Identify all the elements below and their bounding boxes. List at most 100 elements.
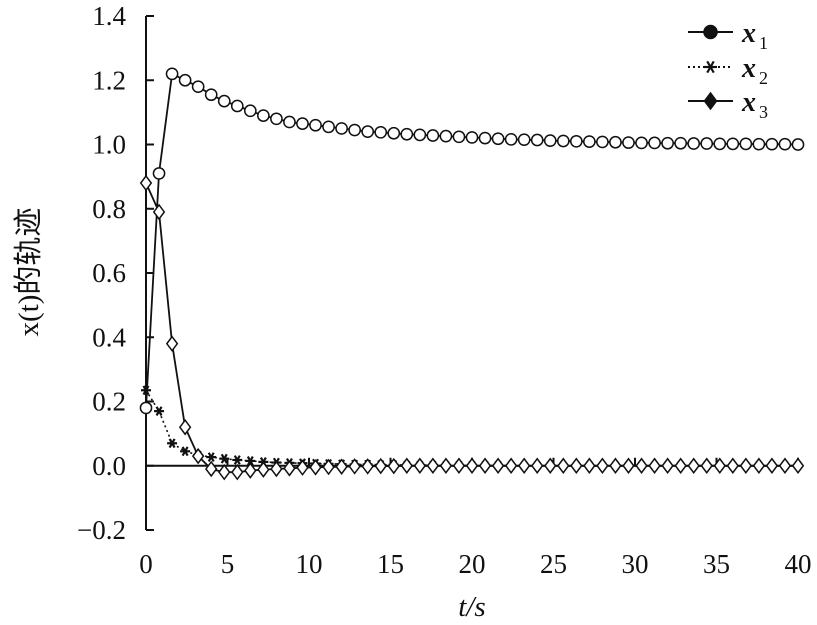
y-tick-label: −0.2 — [77, 515, 126, 545]
diamond-marker — [439, 457, 453, 474]
star-stroke — [181, 446, 189, 457]
circle-marker — [543, 134, 557, 147]
star-marker — [232, 455, 243, 465]
star-stroke — [207, 452, 215, 462]
diamond-marker — [400, 457, 413, 474]
diamond-marker — [713, 457, 726, 474]
diamond-marker — [452, 457, 466, 474]
circle-marker — [635, 136, 648, 150]
circle-marker — [139, 401, 153, 415]
circle-marker — [609, 135, 622, 149]
y-tick-label: 0.4 — [92, 322, 126, 352]
diamond-marker — [544, 457, 557, 474]
circle-marker — [452, 130, 466, 144]
diamond-marker — [583, 457, 596, 474]
diamond-marker — [348, 458, 361, 475]
circle-marker — [674, 136, 687, 150]
diamond-marker — [218, 463, 231, 481]
y-tick-label: 1.4 — [92, 1, 126, 31]
diamond-marker — [726, 457, 739, 474]
series-x3 — [139, 174, 805, 481]
diamond-marker — [322, 458, 335, 476]
circle-marker — [283, 115, 296, 129]
circle-marker — [257, 109, 270, 122]
series-line-x1 — [145, 72, 799, 408]
x-tick-label: 15 — [377, 549, 404, 579]
diamond-marker — [739, 457, 753, 474]
star-marker — [154, 406, 165, 417]
series-line-x3 — [145, 182, 798, 474]
circle-marker — [348, 123, 361, 137]
circle-marker — [622, 136, 635, 149]
circle-marker — [387, 126, 401, 140]
star-marker — [180, 446, 191, 457]
diamond-marker — [191, 447, 205, 465]
circle-marker — [661, 136, 674, 150]
circle-marker — [583, 135, 596, 148]
diamond-marker — [152, 203, 166, 221]
circle-marker — [465, 131, 479, 144]
x-tick-label: 35 — [703, 549, 730, 579]
circle-marker — [322, 120, 335, 134]
circle-marker — [530, 133, 544, 147]
star-stroke — [706, 60, 715, 74]
diamond-marker — [504, 457, 518, 474]
circle-marker — [596, 135, 609, 149]
star-stroke — [168, 438, 176, 449]
circle-marker — [713, 137, 727, 151]
circle-marker — [687, 137, 701, 150]
diamond-marker — [596, 457, 609, 474]
star-stroke — [246, 456, 254, 466]
diamond-marker — [478, 457, 492, 474]
legend: x 1x 2x 3 — [688, 18, 768, 122]
circle-marker — [230, 99, 244, 113]
diamond-marker — [609, 457, 622, 474]
circle-marker — [243, 104, 257, 118]
circle-marker — [400, 127, 414, 141]
diamond-marker — [387, 457, 400, 475]
star-marker — [206, 452, 217, 462]
circle-marker — [191, 80, 205, 94]
diamond-marker — [257, 461, 270, 478]
diamond-marker — [309, 459, 322, 476]
diamond-marker — [165, 335, 179, 352]
circle-marker — [703, 24, 718, 40]
x-axis-title: t/s — [458, 591, 485, 623]
circle-marker — [556, 134, 570, 148]
circle-marker — [361, 125, 375, 138]
diamond-marker — [778, 457, 792, 474]
diamond-marker — [661, 457, 674, 474]
series-line-x2 — [145, 389, 798, 467]
circle-marker — [778, 137, 792, 151]
diamond-marker — [296, 459, 309, 476]
circle-marker — [335, 122, 348, 135]
diamond-marker — [752, 457, 766, 474]
y-tick-label: 0.6 — [92, 258, 126, 288]
diamond-marker — [648, 457, 661, 474]
circle-marker — [178, 73, 192, 87]
y-tick-label: 0.8 — [92, 194, 126, 224]
star-marker — [141, 385, 151, 396]
diamond-marker — [270, 460, 283, 478]
diamond-marker — [335, 458, 348, 475]
circle-marker — [504, 133, 518, 146]
circle-marker — [426, 129, 440, 142]
diamond-marker — [674, 457, 687, 474]
circle-marker — [374, 125, 388, 139]
circle-marker — [700, 137, 714, 150]
circle-marker — [517, 133, 531, 147]
diamond-marker — [517, 457, 531, 474]
star-stroke — [142, 385, 150, 396]
y-tick-label: 0.2 — [92, 387, 126, 417]
circle-marker — [204, 88, 218, 102]
plot-area — [139, 67, 805, 481]
circle-marker — [152, 167, 166, 180]
diamond-marker — [635, 457, 648, 474]
diamond-marker — [361, 458, 374, 475]
diamond-marker — [283, 460, 296, 477]
circle-marker — [165, 67, 179, 81]
